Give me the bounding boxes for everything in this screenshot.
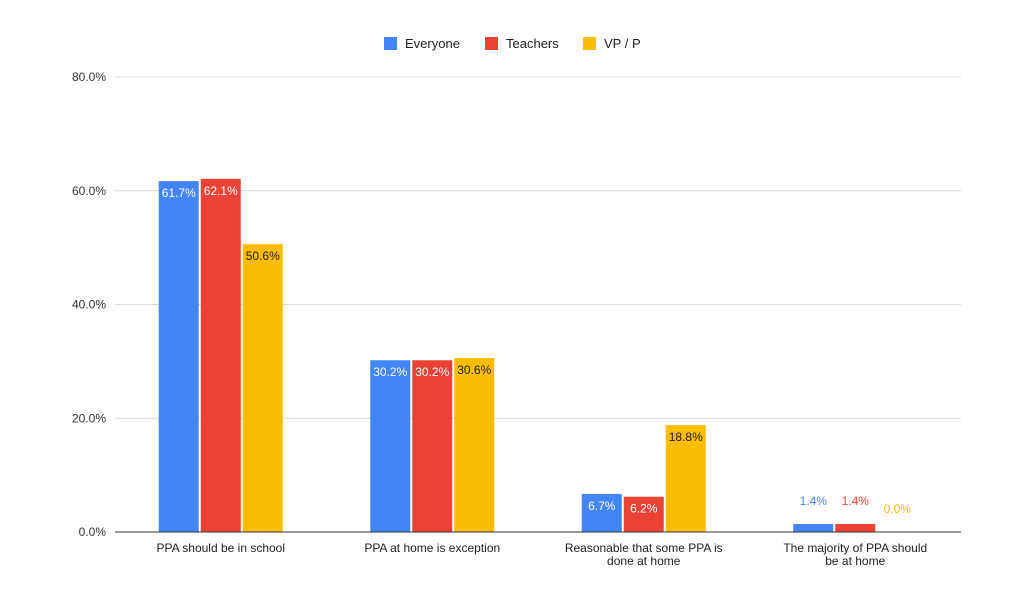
y-tick-label-2: 40.0% [72,298,106,312]
legend-label-0: Everyone [405,36,460,51]
data-label-2-3: 0.0% [884,502,912,516]
data-label-0-2: 6.7% [588,499,616,513]
data-label-2-2: 18.8% [669,430,703,444]
data-label-2-1: 30.6% [457,363,491,377]
y-tick-label-0: 0.0% [79,525,107,539]
data-label-0-3: 1.4% [800,494,828,508]
bar-0-2 [581,493,622,532]
x-category-label-1: PPA at home is exception [364,541,500,555]
bar-1-2 [623,496,664,532]
legend-label-2: VP / P [604,36,641,51]
bar-0-1 [370,360,411,532]
data-label-0-1: 30.2% [373,365,407,379]
x-category-label-line: done at home [607,554,681,568]
bar-2-0 [242,244,283,532]
data-label-0-0: 61.7% [162,186,196,200]
x-category-label-line: The majority of PPA should [783,541,927,555]
bar-1-1 [412,360,453,532]
x-category-label-line: PPA should be in school [156,541,285,555]
x-category-label-line: Reasonable that some PPA is [565,541,723,555]
chart-legend: Everyone Teachers VP / P [384,36,641,51]
data-label-1-2: 6.2% [630,502,658,516]
data-label-1-3: 1.4% [842,494,870,508]
y-axis-ticks: 0.0% 20.0% 40.0% 60.0% 80.0% [72,70,106,539]
gridlines [115,76,961,419]
x-category-label-3: The majority of PPA should be at home [783,541,927,568]
bar-1-0 [200,178,241,532]
bar-2-2 [665,425,706,532]
x-category-label-0: PPA should be in school [156,541,285,555]
x-category-label-line: PPA at home is exception [364,541,500,555]
bar-2-1 [454,357,495,532]
y-tick-label-1: 20.0% [72,411,106,425]
x-category-label-line: be at home [825,554,885,568]
bar-0-0 [158,181,199,533]
data-label-1-1: 30.2% [415,365,449,379]
legend-label-1: Teachers [506,36,559,51]
data-label-1-0: 62.1% [204,184,238,198]
y-tick-label-3: 60.0% [72,184,106,198]
x-axis-category-labels: PPA should be in school PPA at home is ex… [156,541,927,568]
legend-swatch-0 [384,37,397,50]
bars [158,178,876,533]
bar-0-3 [793,524,834,532]
bar-1-3 [835,524,876,532]
legend-swatch-1 [485,37,498,50]
data-labels: 61.7% 62.1% 50.6% 30.2% 30.2% 30.6% 6.7% 6.2% 18… [162,184,912,516]
legend-swatch-2 [583,37,596,50]
x-category-label-2: Reasonable that some PPA is done at home [565,541,723,568]
y-tick-label-4: 80.0% [72,70,106,84]
data-label-2-0: 50.6% [246,249,280,263]
